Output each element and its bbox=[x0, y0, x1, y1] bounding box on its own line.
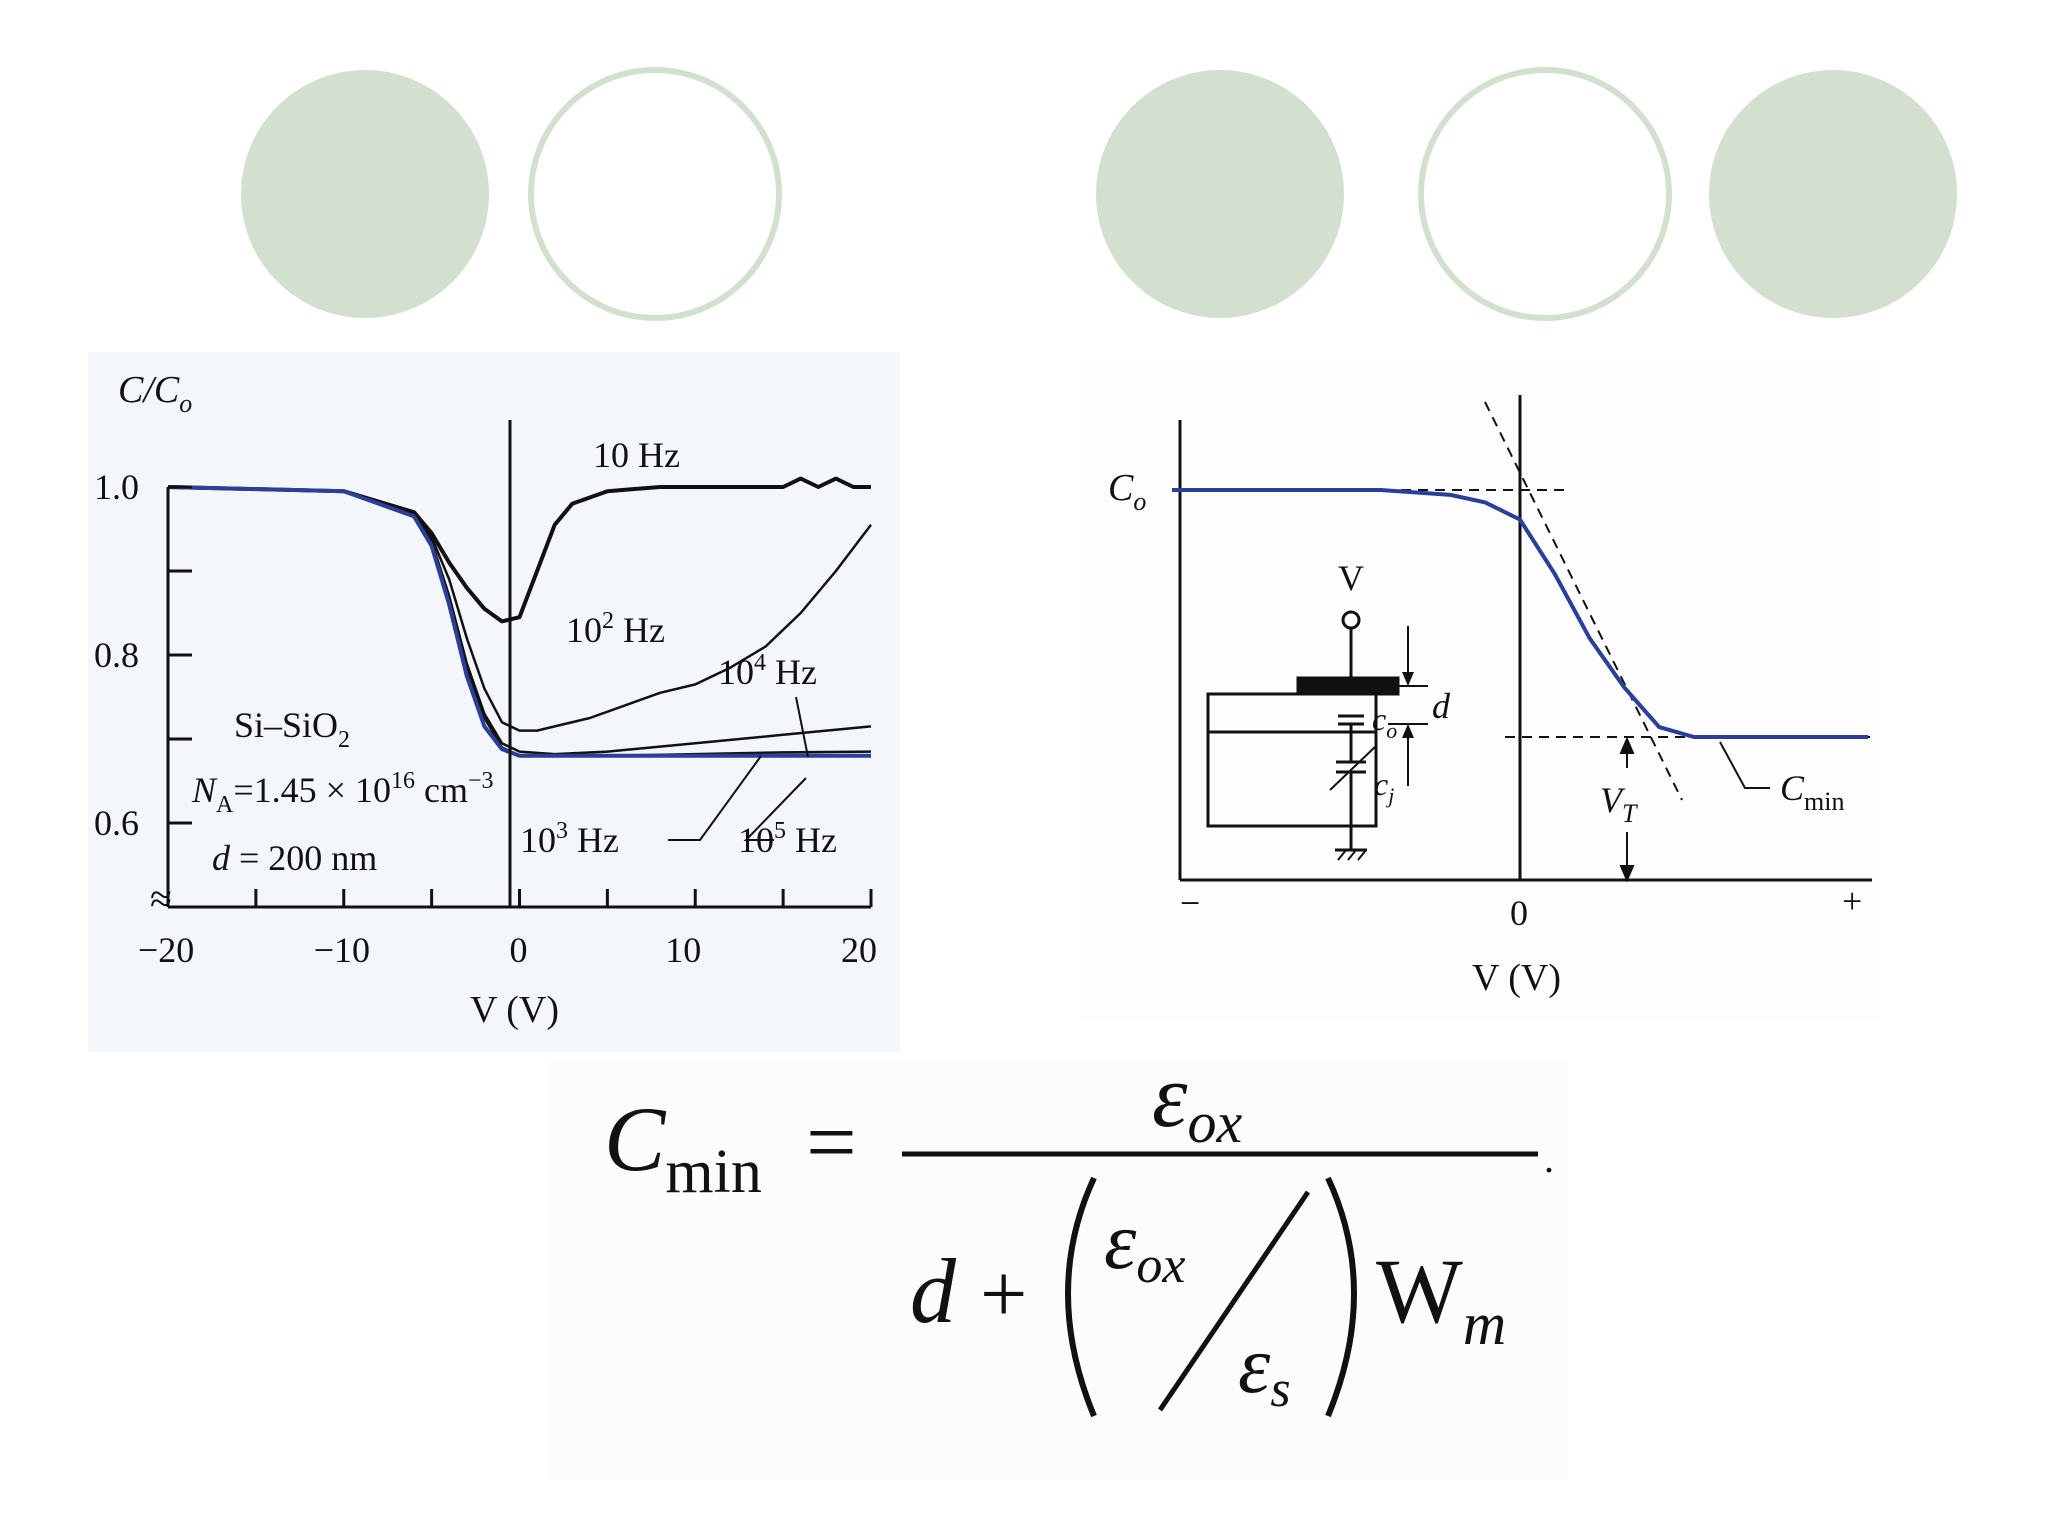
inset-terminal bbox=[1341, 610, 1361, 630]
tick-minus: − bbox=[1180, 883, 1200, 923]
leader-1e5hz bbox=[743, 777, 807, 841]
mos-inset-schematic: V co cj d bbox=[1206, 558, 1451, 861]
circle-outline-1 bbox=[528, 67, 782, 321]
co-label: Co bbox=[1108, 467, 1146, 516]
y-tick-label: 0.6 bbox=[94, 803, 139, 843]
y-tick-label: 1.0 bbox=[94, 467, 139, 507]
y-axis-label: C/Co bbox=[118, 369, 192, 418]
ideal-cv-diagram-panel: Co − 0 + V (V) VT Cmin V bbox=[1080, 360, 1880, 1020]
eq-den-es: εs bbox=[1238, 1319, 1291, 1418]
tangent-line bbox=[1484, 401, 1683, 801]
eq-equals: = bbox=[806, 1093, 857, 1192]
cmin-leader bbox=[1719, 741, 1770, 789]
doping-label: NA=1.45 × 1016 cm−3 bbox=[191, 768, 494, 818]
tick-plus: + bbox=[1842, 881, 1862, 921]
vt-label: VT bbox=[1600, 780, 1638, 828]
x-tick-label: −20 bbox=[138, 930, 194, 970]
inset-ground-hatch-3 bbox=[1357, 849, 1367, 861]
x-tick-label: 10 bbox=[665, 930, 701, 970]
inset-co-label: co bbox=[1372, 701, 1397, 743]
label-1e4hz: 104 Hz bbox=[718, 650, 817, 692]
cmin-equation: Cmin = εox . d + εox εs Wm bbox=[604, 1047, 1554, 1418]
series-line-4 bbox=[167, 485, 871, 758]
ideal-cv-curve bbox=[1172, 488, 1868, 739]
x-tick-label: −10 bbox=[314, 930, 370, 970]
cv-frequency-chart-panel: −20 −10 0 10 20 0.6 0.8 1.0 C/Co V (V) ≈ 10 Hz… bbox=[88, 352, 900, 1052]
x-tick-label: 20 bbox=[841, 930, 877, 970]
inset-ground-hatch-2 bbox=[1347, 849, 1357, 861]
eq-slash bbox=[1157, 1190, 1311, 1412]
y-tick-label: 0.8 bbox=[94, 635, 139, 675]
circle-outline-2 bbox=[1418, 67, 1672, 321]
eq-period: . bbox=[1544, 1136, 1554, 1181]
leader-1e4hz bbox=[795, 696, 809, 758]
inset-v-label: V bbox=[1338, 558, 1364, 598]
circle-filled-3 bbox=[1709, 70, 1957, 318]
x-tick-label: 0 bbox=[510, 930, 528, 970]
vt-arrow-up-head bbox=[1619, 736, 1635, 754]
inset-variable-arrow bbox=[1329, 745, 1377, 791]
x-axis-label: V (V) bbox=[470, 989, 559, 1031]
inset-cj-label: cj bbox=[1374, 766, 1394, 808]
inset-d-label: d bbox=[1432, 686, 1451, 726]
inset-d-arrowhead-top bbox=[1402, 672, 1414, 686]
circle-filled-2 bbox=[1096, 70, 1344, 318]
leader-1e3hz bbox=[668, 755, 762, 841]
ideal-cv-diagram: Co − 0 + V (V) VT Cmin V bbox=[1108, 395, 1872, 999]
eq-lhs: Cmin bbox=[604, 1088, 762, 1206]
eq-numerator: εox bbox=[1152, 1060, 1242, 1155]
thickness-label: d = 200 nm bbox=[212, 838, 377, 878]
material-label: Si–SiO2 bbox=[234, 705, 350, 753]
series-line-1 bbox=[167, 485, 872, 732]
eq-den-plus: + bbox=[980, 1248, 1027, 1341]
cmin-equation-panel: Cmin = εox . d + εox εs Wm bbox=[548, 1047, 1568, 1480]
decorative-circles bbox=[241, 67, 1957, 321]
cv-frequency-chart: −20 −10 0 10 20 0.6 0.8 1.0 C/Co V (V) ≈ 10 Hz… bbox=[94, 369, 877, 1031]
cmin-label: Cmin bbox=[1780, 768, 1844, 816]
label-100hz: 102 Hz bbox=[566, 608, 665, 650]
label-1e3hz: 103 Hz bbox=[520, 818, 619, 860]
circle-filled-1 bbox=[241, 70, 489, 318]
inset-d-arrowhead-bottom bbox=[1402, 724, 1414, 738]
eq-den-eox: εox bbox=[1104, 1195, 1185, 1294]
label-10hz: 10 Hz bbox=[593, 435, 680, 475]
tick-zero: 0 bbox=[1510, 893, 1528, 933]
series-line-0 bbox=[167, 476, 871, 624]
eq-den-w: Wm bbox=[1376, 1240, 1506, 1357]
inset-body bbox=[1206, 692, 1378, 828]
x-axis-label: V (V) bbox=[1472, 957, 1561, 999]
eq-left-paren bbox=[1065, 1176, 1097, 1418]
eq-right-paren bbox=[1325, 1176, 1357, 1418]
inset-gate-plate bbox=[1296, 676, 1400, 696]
eq-den-d: d bbox=[910, 1240, 957, 1342]
inset-ground-hatch-1 bbox=[1337, 849, 1347, 861]
vt-arrow-down-head bbox=[1619, 865, 1635, 883]
axis-break-symbol: ≈ bbox=[150, 876, 172, 921]
